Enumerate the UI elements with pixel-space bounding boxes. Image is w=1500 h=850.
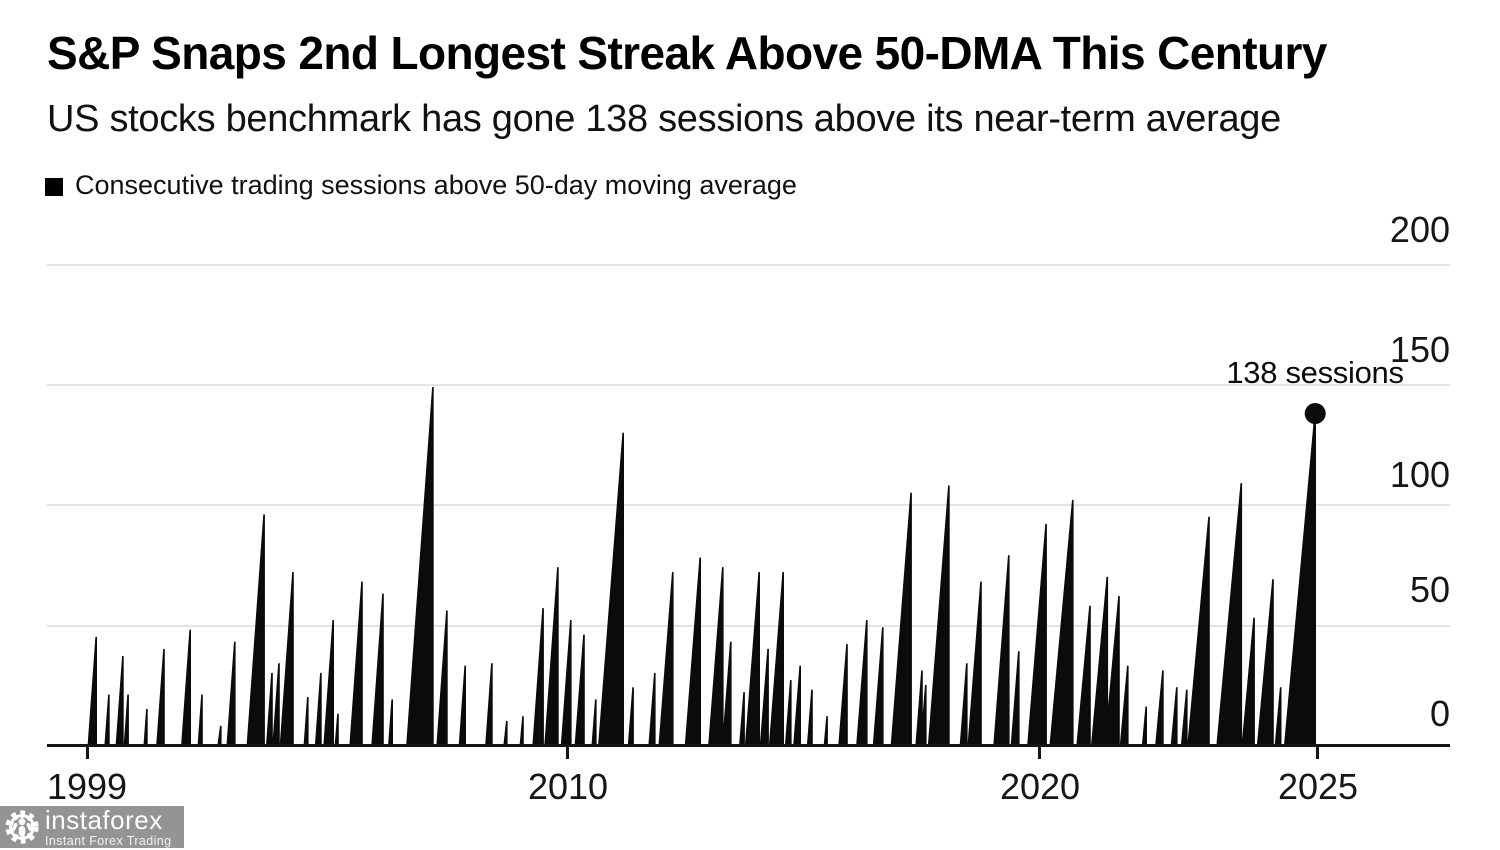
x-axis-line — [47, 744, 1450, 747]
page-title: S&P Snaps 2nd Longest Streak Above 50-DM… — [47, 27, 1327, 79]
x-tick-2025 — [1316, 746, 1319, 759]
x-tick-label-2020: 2020 — [999, 766, 1081, 807]
y-tick-label-100: 100 — [1389, 454, 1450, 495]
legend: Consecutive trading sessions above 50-da… — [45, 170, 797, 201]
instaforex-logo-icon — [5, 810, 39, 844]
annotation-138-sessions: 138 sessions — [1226, 355, 1404, 390]
gridline-50 — [47, 625, 1450, 627]
x-tick-2020 — [1038, 746, 1041, 759]
y-tick-label-50: 50 — [1409, 569, 1450, 610]
gridline-200 — [47, 264, 1450, 266]
streak-spikes-path — [87, 386, 1316, 746]
x-tick-label-2010: 2010 — [527, 766, 609, 807]
watermark-tagline: Instant Forex Trading — [45, 833, 172, 848]
x-tick-2010 — [566, 746, 569, 759]
page-subtitle: US stocks benchmark has gone 138 session… — [47, 98, 1281, 140]
y-tick-label-150: 150 — [1389, 329, 1450, 370]
legend-swatch-icon — [45, 177, 63, 196]
y-tick-label-200: 200 — [1389, 209, 1450, 250]
watermark-brand: instaforex — [45, 804, 163, 835]
legend-label: Consecutive trading sessions above 50-da… — [75, 170, 797, 200]
y-tick-label-0: 0 — [1429, 693, 1450, 734]
gridline-100 — [47, 504, 1450, 506]
final-point-dot — [1304, 403, 1326, 424]
x-tick-label-2025: 2025 — [1277, 766, 1359, 807]
watermark-instaforex: instaforex Instant Forex Trading — [0, 806, 184, 848]
x-tick-1999 — [86, 746, 89, 759]
x-tick-label-1999: 1999 — [46, 766, 128, 807]
gridline-150 — [47, 384, 1450, 386]
